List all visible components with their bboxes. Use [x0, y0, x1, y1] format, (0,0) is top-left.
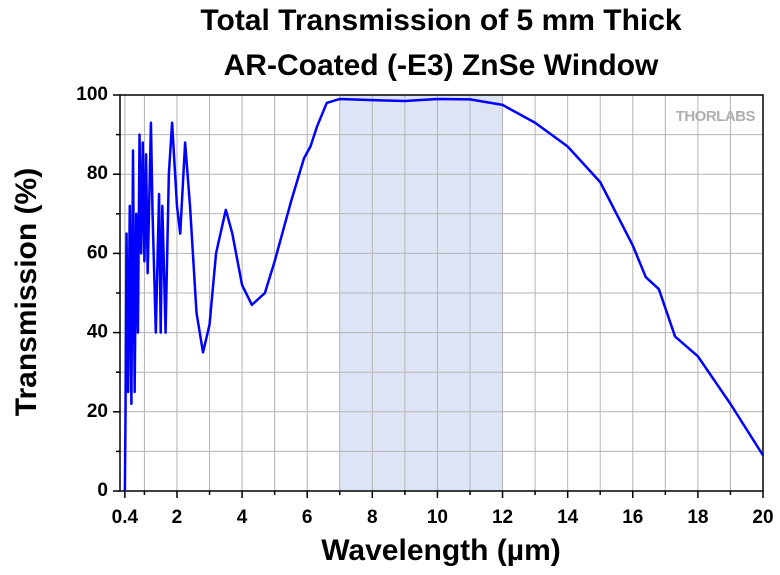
- y-tick-label: 60: [87, 242, 108, 263]
- plot-frame: [119, 94, 764, 492]
- x-tick-label: 20: [752, 507, 773, 528]
- y-axis-label: Transmission (%): [10, 168, 43, 416]
- watermark: THORLABS: [676, 108, 756, 125]
- chart-title: AR-Coated (-E3) ZnSe Window: [224, 49, 659, 82]
- x-tick-label: 4: [237, 507, 248, 528]
- x-tick-label: 8: [367, 507, 378, 528]
- y-tick-label: 0: [97, 480, 108, 501]
- x-tick-label: 2: [172, 507, 183, 528]
- y-tick-label: 40: [87, 322, 108, 343]
- x-tick-label: 14: [557, 507, 579, 528]
- x-axis-label: Wavelength (µm): [321, 534, 561, 567]
- chart-title: Total Transmission of 5 mm Thick: [200, 4, 682, 37]
- x-tick-label: 0.4: [112, 507, 139, 528]
- x-tick-label: 12: [492, 507, 513, 528]
- data-line: [123, 97, 765, 492]
- x-tick-label: 16: [622, 507, 643, 528]
- x-tick-label: 6: [302, 507, 313, 528]
- y-tick-label: 100: [76, 84, 108, 105]
- x-tick-label: 18: [687, 507, 708, 528]
- y-tick-label: 80: [87, 163, 108, 184]
- y-tick-label: 20: [87, 401, 108, 422]
- x-tick-label: 10: [427, 507, 448, 528]
